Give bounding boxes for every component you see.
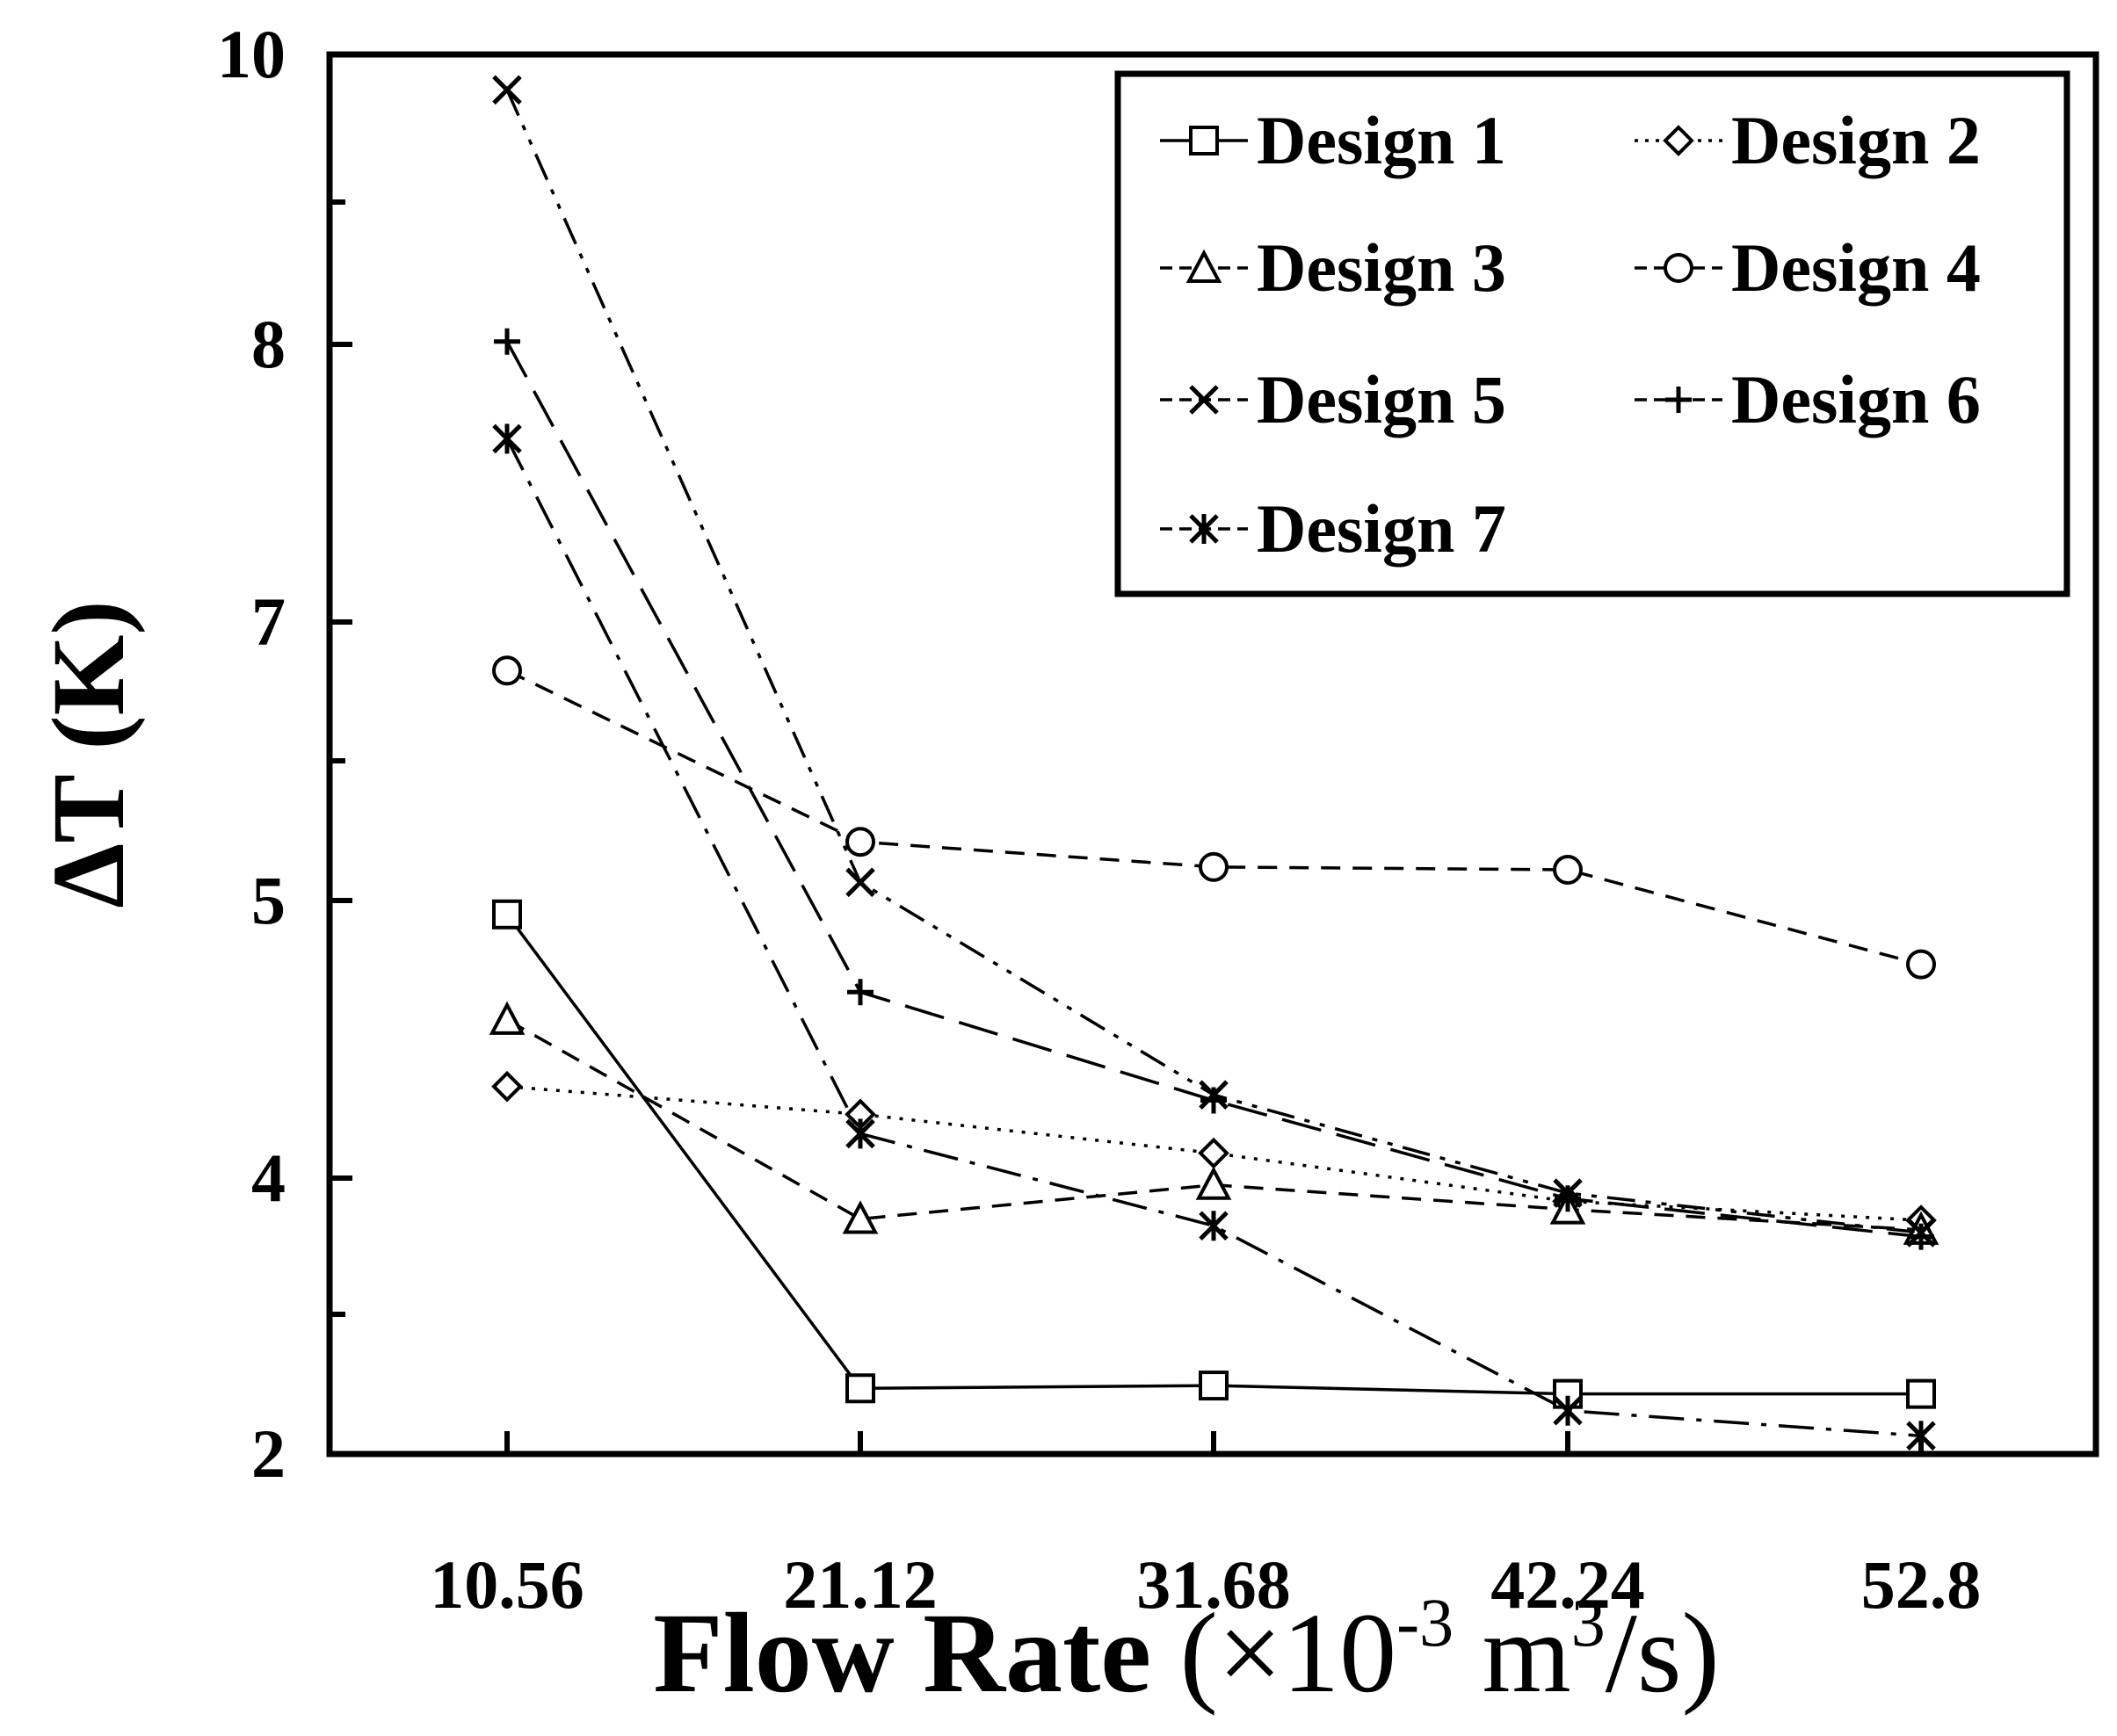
design-4-point (1553, 855, 1583, 886)
x-tick-label: 52.8 (1861, 1546, 1982, 1623)
design-4-point (1906, 949, 1936, 980)
design-4-point (845, 827, 875, 857)
y-tick-label: 2 (251, 1415, 286, 1492)
legend-label: Design 5 (1257, 361, 1506, 438)
legend-label: Design 6 (1731, 361, 1981, 438)
design-6-point (1908, 1223, 1934, 1250)
design-7-point (1199, 1211, 1229, 1241)
design-1-point (1199, 1371, 1229, 1401)
y-tick-label: 4 (251, 1139, 286, 1216)
legend-swatch-marker (1664, 253, 1693, 283)
y-axis-title: ΔT (K) (31, 600, 146, 908)
marker-stroke (492, 75, 522, 105)
design-2-line (506, 1084, 1922, 1222)
design-1-point (492, 899, 522, 929)
x-tick-label: 31.68 (1136, 1546, 1291, 1623)
x-axis-title: Flow Rate (×10-3 m3/s) (653, 1584, 1720, 1717)
design-1-point (1906, 1378, 1936, 1409)
series-layer (489, 75, 1939, 1451)
y-tick-label: 10 (217, 16, 286, 92)
legend-swatch-marker (1189, 385, 1219, 415)
x-tick-label: 42.24 (1490, 1546, 1645, 1623)
y-tick-label: 8 (251, 306, 286, 382)
legend-label: Design 3 (1257, 229, 1506, 306)
design-2-point (491, 1070, 523, 1103)
design-6-series (494, 328, 1934, 1250)
design-7-point (1553, 1395, 1583, 1426)
legend-label: Design 4 (1731, 229, 1981, 306)
design-6-point (1555, 1185, 1581, 1212)
legend-item-design-3: Design 3 (1160, 229, 1506, 306)
legend-swatch-marker (1185, 249, 1222, 283)
design-7-point (845, 1118, 875, 1149)
legend-swatch-marker (1189, 514, 1219, 544)
design-7-series (492, 423, 1936, 1451)
y-tick-label: 5 (251, 862, 286, 938)
legend-swatch-marker (1665, 387, 1692, 413)
legend-item-design-7: Design 7 (1160, 490, 1506, 567)
axis-labels: 10 8 7 5 4 2 10.56 21.12 31.68 42.24 52.8 ΔT (K) Flo… (31, 16, 1981, 1717)
plot-layer (326, 51, 2099, 1458)
legend-swatch-marker (1663, 125, 1694, 156)
legend: Design 1 Design 2 Design 3 Design 4 Design 5… (1114, 70, 2070, 597)
design-5-point (492, 75, 522, 105)
legend-label: Design 2 (1731, 102, 1981, 178)
legend-item-design-4: Design 4 (1635, 229, 1981, 306)
design-3-point (489, 1001, 526, 1035)
design-4-series (492, 655, 1936, 980)
legend-label: Design 1 (1257, 102, 1506, 178)
design-2-point (1198, 1137, 1229, 1169)
design-6-point (1200, 1087, 1227, 1114)
design-3-series (489, 1001, 1939, 1245)
legend-item-design-2: Design 2 (1635, 102, 1981, 178)
design-6-point (847, 979, 874, 1006)
design-3-point (842, 1200, 879, 1234)
design-6-line (505, 340, 1922, 1239)
design-3-point (1195, 1166, 1232, 1200)
design-4-point (492, 655, 522, 686)
design-6-point (494, 328, 520, 355)
marker-stroke (1189, 385, 1219, 415)
legend-box (1114, 70, 2070, 597)
marker-stroke (845, 867, 875, 898)
design-4-line (506, 669, 1922, 966)
design-7-point (1906, 1421, 1936, 1451)
design-4-point (1199, 851, 1229, 882)
y-tick-label: 7 (251, 583, 286, 660)
x-tick-label: 10.56 (430, 1546, 584, 1623)
legend-item-design-6: Design 6 (1635, 361, 1981, 438)
design-1-series (492, 899, 1936, 1409)
legend-swatch-marker (1189, 126, 1219, 156)
x-tick-label: 21.12 (783, 1546, 938, 1623)
legend-item-design-5: Design 5 (1160, 361, 1506, 438)
design-1-point (845, 1373, 875, 1404)
legend-label: Design 7 (1257, 490, 1506, 567)
design-5-point (845, 867, 875, 898)
legend-item-design-1: Design 1 (1160, 102, 1506, 178)
design-7-point (492, 423, 522, 454)
